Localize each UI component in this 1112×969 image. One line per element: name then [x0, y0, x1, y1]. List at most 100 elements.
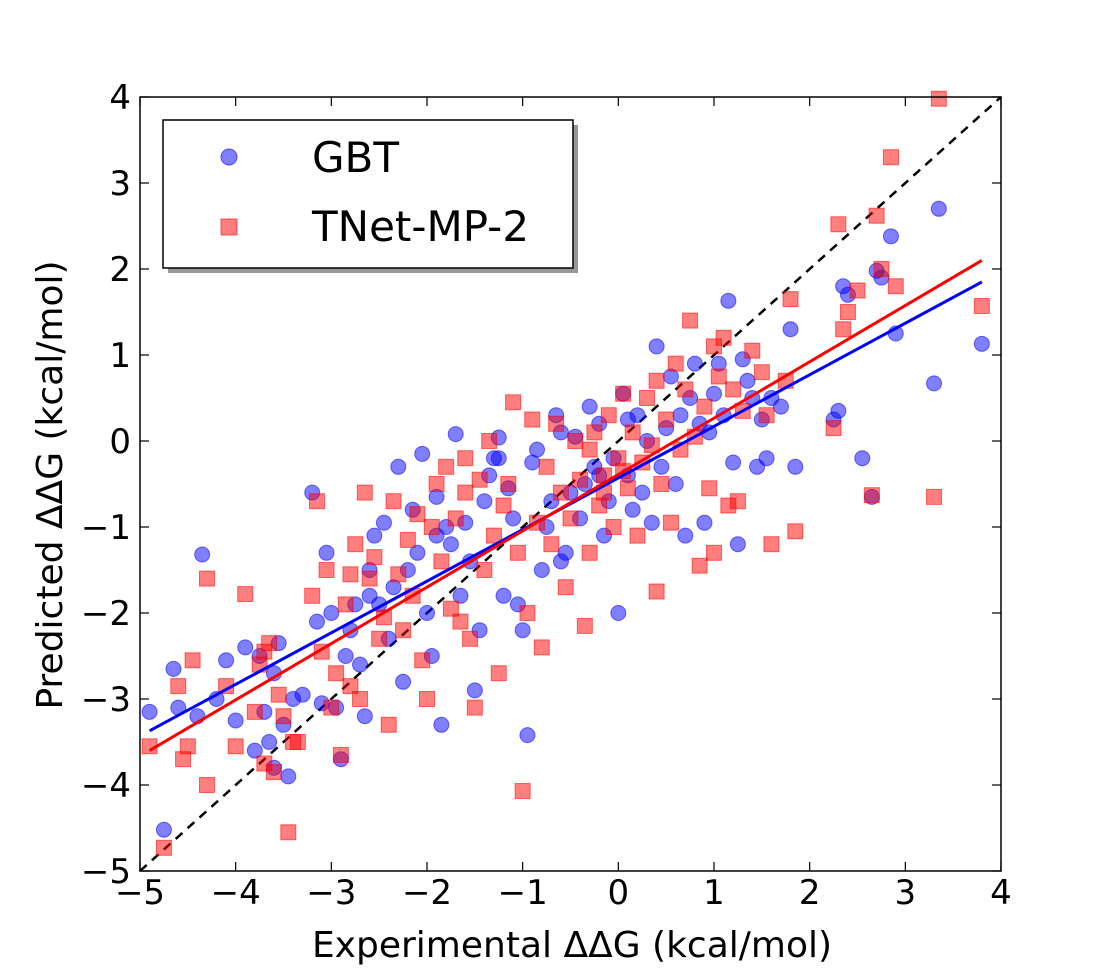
gbt-point [610, 605, 627, 621]
tnet-point [930, 90, 947, 107]
tnet-point [763, 536, 780, 553]
tnet-point [227, 738, 244, 755]
gbt-point [672, 407, 689, 424]
gbt-point [155, 821, 172, 838]
tnet-point [849, 282, 866, 299]
tnet-point [552, 484, 569, 501]
tnet-point [457, 450, 474, 467]
gbt-point [490, 450, 507, 467]
gbt-point [782, 321, 799, 338]
tnet-point [926, 488, 943, 505]
tnet-point [495, 497, 512, 514]
tnet-point [667, 355, 684, 372]
tnet-point [863, 487, 880, 504]
tnet-point [471, 471, 488, 488]
gbt-point [729, 536, 746, 553]
x-tick-label: 1 [703, 873, 725, 913]
gbt-point [466, 682, 483, 699]
tnet-point [323, 699, 340, 716]
x-tick-label: −5 [115, 873, 165, 913]
gbt-point [677, 527, 694, 544]
legend-box [162, 119, 574, 269]
tnet-point [409, 506, 426, 523]
tnet-point [691, 557, 708, 574]
tnet-point [873, 261, 890, 277]
tnet-point [318, 562, 335, 578]
plot-area [139, 90, 1002, 872]
tnet-point [514, 783, 531, 800]
gbt-point [294, 686, 311, 703]
tnet-point [332, 746, 349, 763]
x-tick-label: 3 [895, 873, 917, 913]
gbt-point [375, 514, 392, 531]
tnet-point [275, 708, 292, 725]
tnet-point [337, 596, 354, 613]
tnet-point [342, 566, 359, 583]
gbt-point [930, 200, 947, 217]
gbt-point [246, 742, 263, 759]
gbt-point [667, 476, 684, 492]
tnet-point [715, 329, 732, 346]
gbt-point [141, 703, 158, 720]
y-tick-label: −4 [81, 766, 131, 806]
legend: GBT TNet-MP-2 [162, 119, 578, 273]
tnet-point [839, 304, 856, 320]
tnet-point [289, 734, 306, 750]
y-tick-label: −2 [81, 594, 131, 634]
tnet-point [524, 411, 541, 428]
gbt-point [552, 553, 569, 570]
gbt-point [366, 527, 383, 544]
tnet-point [447, 510, 464, 527]
tnet-point [648, 583, 665, 600]
gbt-point [452, 587, 469, 604]
tnet-point [533, 639, 550, 656]
x-tick-label: −4 [211, 873, 261, 913]
y-tick-label: −1 [81, 508, 131, 548]
gbt-point [476, 493, 493, 510]
tnet-point [701, 480, 718, 497]
gbt-point [830, 402, 847, 419]
legend-label-tnet: TNet-MP-2 [311, 202, 529, 251]
gbt-point [495, 587, 512, 604]
gbt-point [419, 605, 435, 621]
tnet-point [581, 544, 598, 561]
gbt-point [337, 648, 354, 664]
x-tick-label: 2 [799, 873, 821, 913]
tnet-point [887, 278, 904, 295]
tnet-point [466, 699, 483, 716]
gbt-point [194, 546, 211, 563]
tnet-point [438, 458, 455, 475]
tnet-point [600, 407, 617, 424]
gbt-point [787, 458, 804, 475]
tnet-point [419, 691, 435, 707]
y-tick-label: 1 [109, 336, 131, 376]
x-tick-label: 0 [608, 873, 630, 913]
tnet-point [648, 372, 665, 389]
tnet-point [476, 562, 493, 578]
tnet-point [706, 544, 722, 561]
tnet-point [662, 514, 679, 531]
tnet-point [505, 394, 522, 411]
tnet-point [744, 342, 761, 359]
tnet-point [385, 493, 402, 510]
gbt-point [356, 708, 373, 725]
tnet-point [658, 411, 675, 428]
tnet-point [581, 441, 598, 458]
tnet-point [576, 617, 593, 634]
gbt-point [261, 734, 278, 750]
tnet-point [830, 216, 847, 233]
gbt-point [447, 426, 464, 443]
gbt-point [643, 514, 660, 531]
legend-marker-gbt [220, 148, 238, 166]
axes: −5 −4 −3 −2 −1 0 1 2 3 4 −5 −4 −3 −2 −1 0 1 2 3 4 [81, 78, 1012, 913]
gbt-point [772, 398, 789, 415]
tnet-point [366, 549, 383, 566]
gbt-point [581, 398, 598, 415]
x-tick-label: −3 [306, 873, 356, 913]
tnet-point [423, 519, 440, 535]
tnet-point [198, 570, 215, 587]
tnet-point [605, 519, 622, 535]
tnet-point [538, 458, 555, 475]
tnet-point [304, 587, 321, 604]
x-axis-title: Experimental ΔΔG (kcal/mol) [312, 925, 832, 966]
